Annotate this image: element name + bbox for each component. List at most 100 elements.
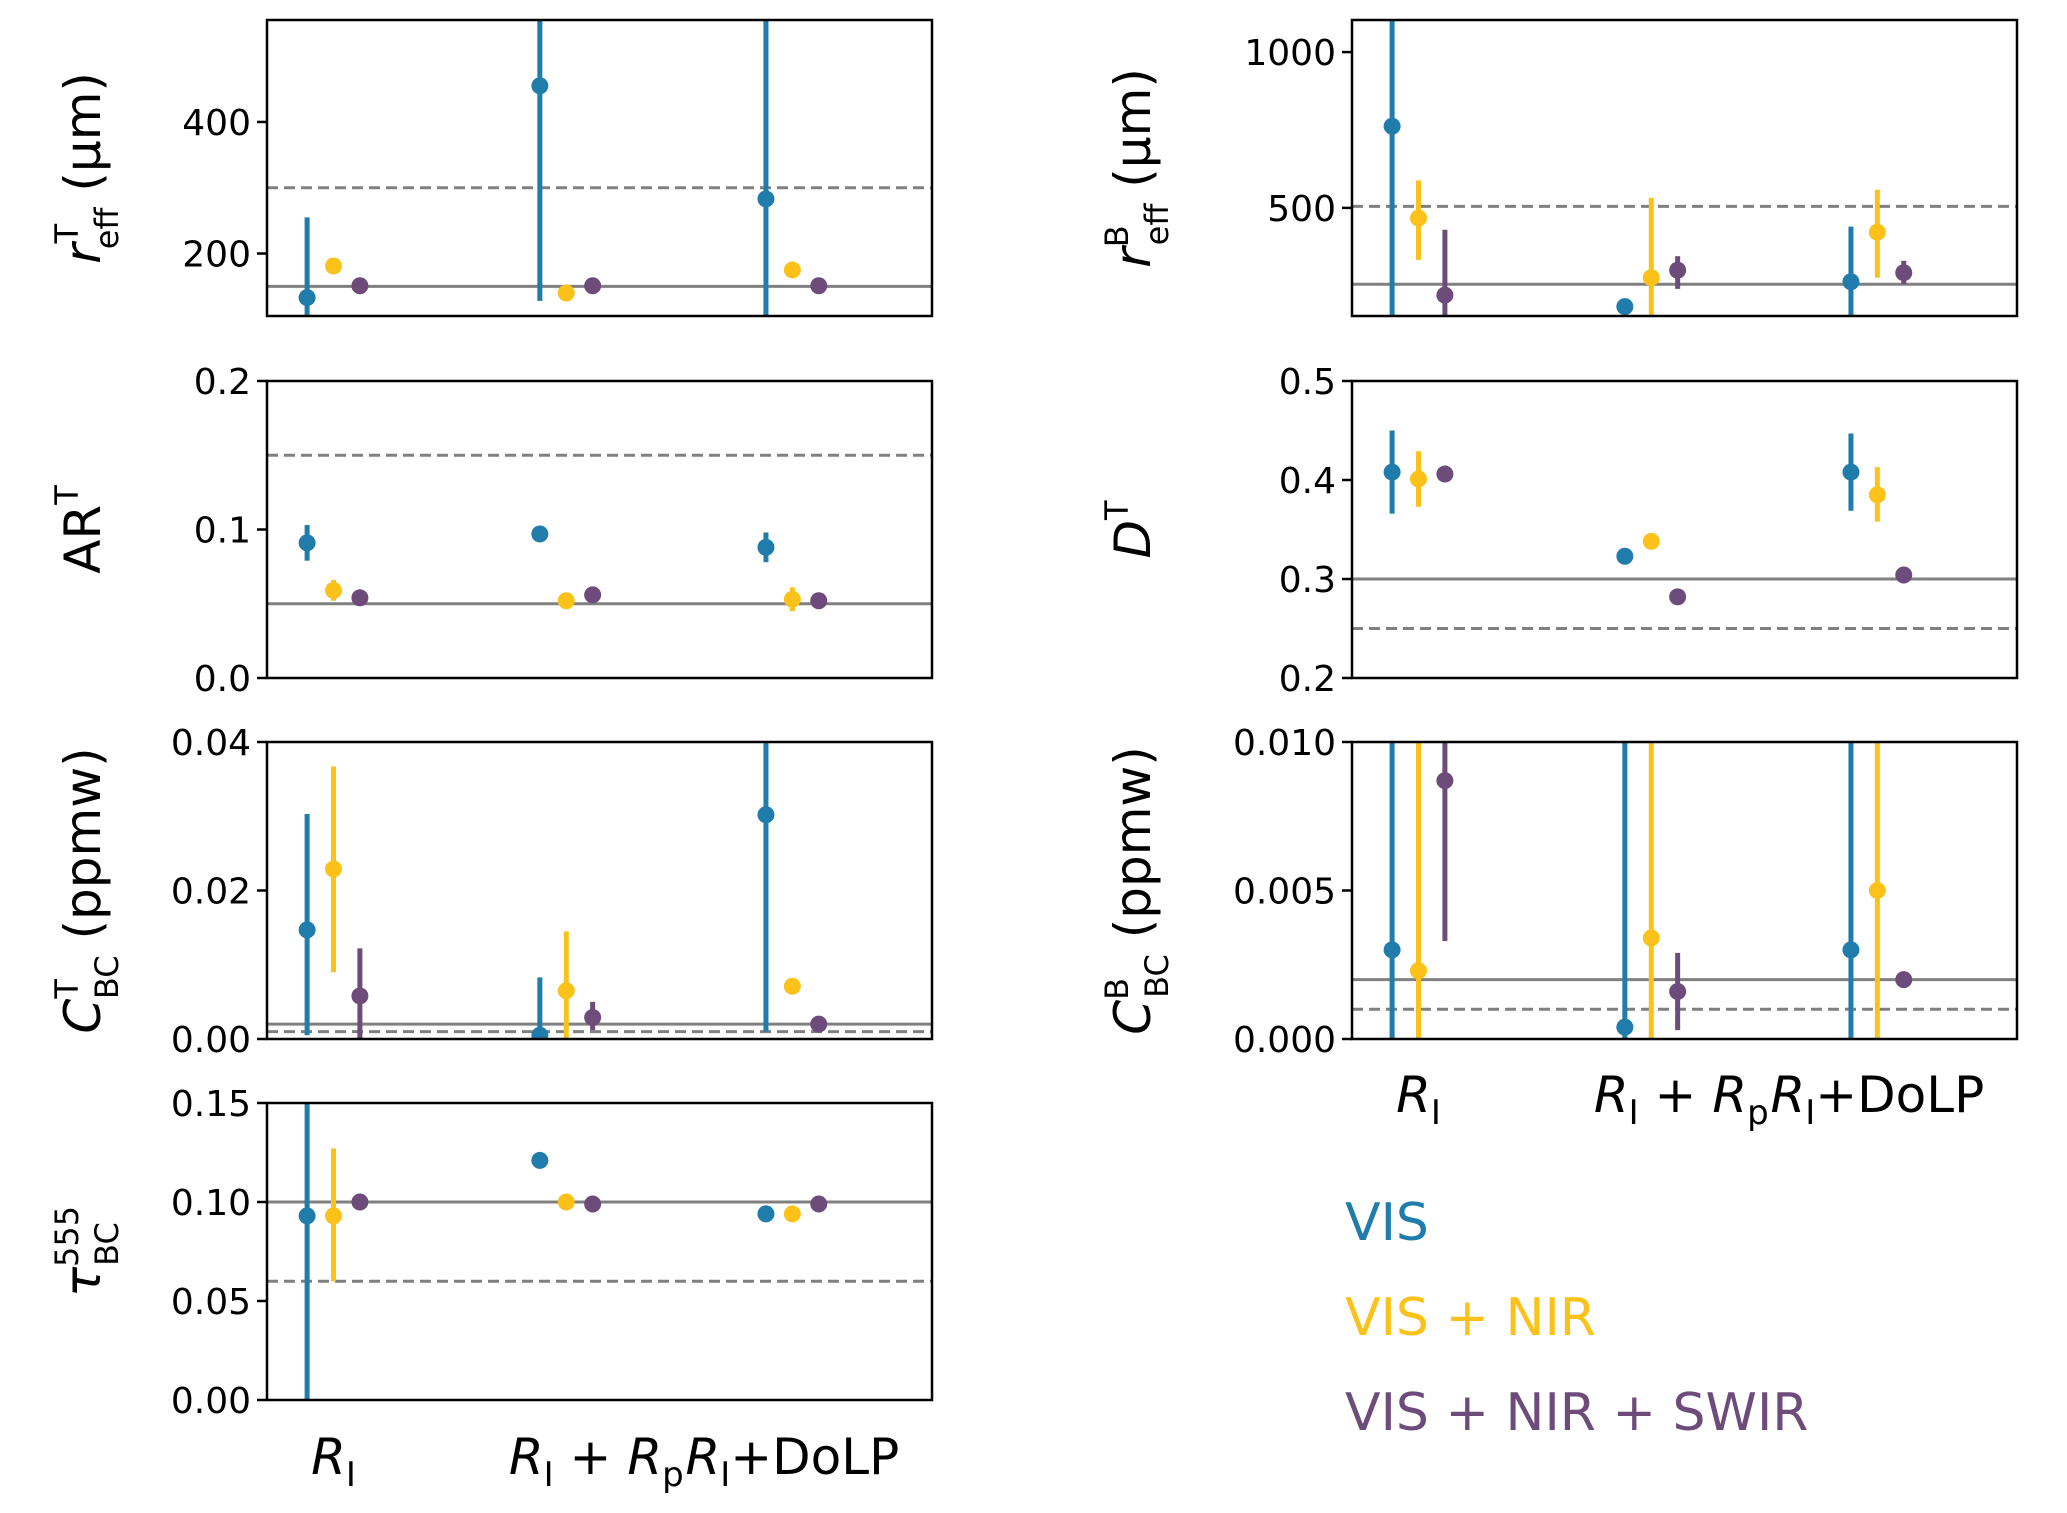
data-point-visnirswir	[584, 586, 602, 604]
x-category-label: RI	[1396, 1066, 1441, 1133]
panel-cbc_top: 0.00 0.02 0.04 CTBC (ppmw)	[48, 723, 934, 1061]
y-label-sup: B	[1098, 225, 1136, 247]
x-label-symbol: R	[1770, 1066, 1805, 1124]
x-label-sub: I	[720, 1455, 730, 1495]
x-category-label: RI + Rp	[509, 1428, 684, 1495]
axes-frame	[265, 1101, 934, 1402]
y-label-sup: 555	[48, 1206, 86, 1267]
data-point-visnir	[783, 590, 801, 608]
y-label-unit: (μm)	[54, 72, 112, 207]
y-label-sub: BC	[88, 1222, 126, 1266]
data-point-visnir	[557, 982, 575, 1000]
data-point-visnir	[783, 261, 801, 279]
plot-area	[267, 453, 932, 612]
y-label-symbol: r	[54, 240, 112, 264]
axes-frame	[265, 379, 934, 680]
data-point-visnir	[325, 581, 342, 599]
data-point-visnir	[325, 257, 342, 275]
data-point-visnir	[557, 592, 575, 610]
axes-frame	[1350, 379, 2019, 680]
data-point-vis	[1842, 463, 1860, 481]
data-point-visnirswir	[1436, 286, 1454, 304]
data-point-visnir	[557, 1193, 575, 1211]
data-point-visnirswir	[1669, 261, 1687, 279]
y-axis-label: DT	[1098, 500, 1162, 559]
data-point-vis	[1616, 1018, 1634, 1036]
data-point-visnir	[325, 1207, 342, 1225]
y-label-sub: eff	[1138, 203, 1176, 246]
data-point-visnir	[1410, 209, 1427, 227]
x-label-sub: I	[1629, 1093, 1639, 1133]
x-category-label: RI+DoLP	[1770, 1066, 1984, 1133]
x-label-symbol: R	[1396, 1066, 1431, 1124]
x-category-label: RI	[311, 1428, 356, 1495]
data-point-visnirswir	[351, 589, 369, 607]
data-point-visnir	[783, 1205, 801, 1223]
data-point-vis	[1383, 463, 1401, 481]
data-point-visnir	[325, 860, 342, 878]
data-point-visnirswir	[351, 277, 369, 295]
x-label-symbol-2: R	[627, 1428, 662, 1486]
panel-tau_bc: 0.00 0.05 0.10 0.15 τ555BC	[48, 1084, 934, 1422]
y-tick-label: 0.5	[1279, 362, 1336, 403]
x-category-label: RI + Rp	[1594, 1066, 1769, 1133]
y-axis-label: ART	[48, 485, 112, 574]
panel-cbc_bottom: 0.000 0.005 0.010 CBBC (ppmw)	[1098, 723, 2019, 1061]
axes-frame	[265, 18, 934, 318]
y-tick-label: 1000	[1244, 33, 1336, 74]
data-point-vis	[757, 806, 775, 824]
data-point-vis	[531, 1026, 549, 1039]
data-point-visnir	[1868, 223, 1886, 241]
data-point-visnir	[1642, 532, 1660, 550]
y-tick-label: 400	[182, 103, 251, 144]
x-label-symbol: R	[685, 1428, 720, 1486]
data-point-vis	[1842, 941, 1860, 959]
y-label-sup: T	[48, 979, 86, 1000]
x-label-symbol: R	[509, 1428, 544, 1486]
legend-visnir: VIS + NIR	[1345, 1288, 1596, 1348]
y-axis-label: CBBC (ppmw)	[1098, 746, 1176, 1035]
data-point-visnir	[1868, 486, 1886, 504]
y-label-unit: (μm)	[1104, 68, 1162, 203]
y-tick-label: 0.00	[171, 1381, 251, 1422]
y-tick-label: 0.05	[171, 1282, 251, 1323]
data-point-vis	[1842, 273, 1860, 291]
axes-frame	[1350, 18, 2019, 318]
data-point-vis	[1616, 298, 1634, 316]
y-tick-label: 0.00	[171, 1020, 251, 1061]
data-point-visnir	[557, 284, 575, 302]
y-label-symbol: C	[1104, 1000, 1162, 1035]
data-point-vis	[1616, 547, 1634, 565]
y-label-symbol: C	[54, 999, 112, 1034]
data-point-visnirswir	[1669, 588, 1687, 606]
data-point-visnir	[1642, 269, 1660, 287]
x-label-plus: +	[554, 1428, 628, 1486]
y-label-sub: BC	[88, 955, 126, 999]
data-point-vis	[757, 1205, 775, 1223]
data-point-visnirswir	[1436, 465, 1454, 483]
y-label-symbol: r	[1104, 244, 1162, 268]
x-category-label: RI+DoLP	[685, 1428, 899, 1495]
y-label-sup: B	[1098, 978, 1136, 1000]
y-tick-label: 0.02	[171, 872, 251, 913]
y-tick-label: 0.0	[194, 659, 251, 700]
data-point-vis	[531, 1151, 549, 1169]
y-label-sub: eff	[88, 207, 126, 250]
y-tick-label: 0.15	[171, 1084, 251, 1125]
y-tick-label: 0.000	[1233, 1020, 1336, 1061]
y-tick-label: 0.4	[1279, 461, 1336, 502]
x-label-sub: I	[544, 1455, 554, 1495]
y-axis-label: rBeff (μm)	[1098, 68, 1176, 268]
y-label-sup: T	[48, 223, 86, 244]
y-tick-label: 500	[1267, 189, 1336, 230]
y-tick-label: 0.3	[1279, 560, 1336, 601]
x-label-sub: I	[1805, 1093, 1815, 1133]
legend-vis: VIS	[1345, 1193, 1429, 1253]
data-point-vis	[1383, 117, 1401, 135]
y-label-symbol: D	[1104, 520, 1162, 559]
y-tick-label: 0.04	[171, 723, 251, 764]
data-point-visnirswir	[1895, 566, 1913, 584]
y-label-sub: BC	[1138, 954, 1176, 998]
plot-area	[1352, 430, 2017, 630]
